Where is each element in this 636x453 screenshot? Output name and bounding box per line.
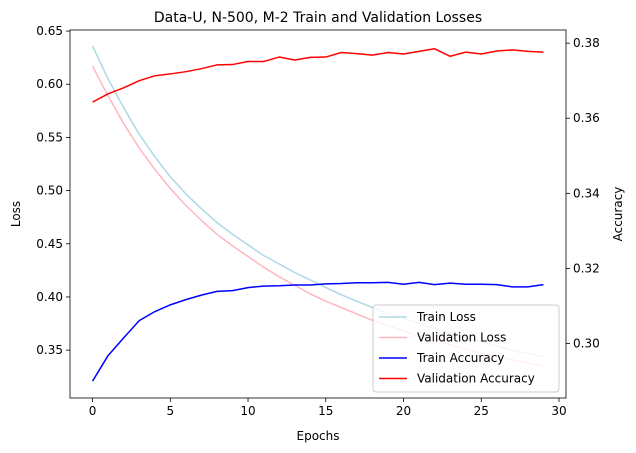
plot-area-frame	[69, 29, 567, 399]
x-tick-label: 10	[240, 404, 255, 418]
legend-label-validation-loss: Validation Loss	[417, 331, 506, 345]
right-y-axis: 0.30 0.32 0.34 0.36 0.38	[566, 36, 600, 351]
x-tick-label: 5	[166, 404, 174, 418]
x-tick-label: 30	[551, 404, 566, 418]
legend: Train Loss Validation Loss Train Accuracy V…	[372, 304, 560, 393]
right-y-tick-label: 0.32	[573, 261, 600, 275]
legend-label-train-loss: Train Loss	[416, 310, 476, 324]
left-y-tick-label: 0.40	[36, 290, 63, 304]
right-y-axis-title: Accuracy	[611, 187, 625, 242]
legend-label-train-accuracy: Train Accuracy	[416, 351, 504, 365]
x-tick-label: 25	[474, 404, 489, 418]
x-axis-title: Epochs	[297, 429, 340, 443]
left-y-axis-title: Loss	[9, 201, 23, 227]
left-y-tick-label: 0.45	[36, 237, 63, 251]
series-line-train-accuracy	[91, 281, 544, 382]
left-y-tick-label: 0.55	[36, 130, 63, 144]
left-y-tick-label: 0.60	[36, 77, 63, 91]
right-y-tick-label: 0.38	[573, 36, 600, 50]
legend-box	[372, 304, 560, 393]
left-y-axis: 0.35 0.40 0.45 0.50 0.55 0.60 0.65	[36, 24, 70, 357]
x-axis: 0 5 10 15 20 25 30	[89, 398, 567, 418]
right-y-tick-label: 0.36	[573, 111, 600, 125]
left-y-tick-label: 0.50	[36, 184, 63, 198]
chart-title: Data-U, N-500, M-2 Train and Validation …	[154, 10, 482, 26]
right-y-tick-label: 0.34	[573, 186, 600, 200]
series-line-validation-accuracy	[92, 48, 544, 103]
x-tick-label: 15	[318, 404, 333, 418]
x-tick-label: 20	[396, 404, 411, 418]
left-y-tick-label: 0.35	[36, 343, 63, 357]
x-tick-label: 0	[89, 404, 97, 418]
right-y-tick-label: 0.30	[573, 337, 600, 351]
left-y-tick-label: 0.65	[36, 24, 63, 38]
legend-label-validation-accuracy: Validation Accuracy	[417, 372, 535, 386]
